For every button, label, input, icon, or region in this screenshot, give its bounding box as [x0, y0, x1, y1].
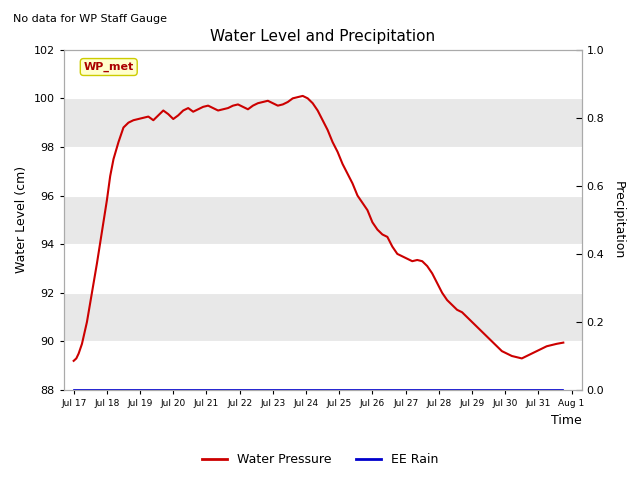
- Bar: [64, 293, 582, 341]
- Bar: [64, 244, 582, 293]
- Bar: [64, 341, 582, 390]
- Bar: [64, 147, 582, 195]
- X-axis label: Time: Time: [551, 414, 582, 427]
- Legend: Water Pressure, EE Rain: Water Pressure, EE Rain: [196, 448, 444, 471]
- Text: No data for WP Staff Gauge: No data for WP Staff Gauge: [13, 14, 167, 24]
- Text: WP_met: WP_met: [84, 62, 134, 72]
- Bar: [64, 50, 582, 98]
- Y-axis label: Precipitation: Precipitation: [612, 181, 625, 259]
- Bar: [64, 195, 582, 244]
- Bar: [64, 98, 582, 147]
- Y-axis label: Water Level (cm): Water Level (cm): [15, 166, 28, 274]
- Title: Water Level and Precipitation: Water Level and Precipitation: [210, 29, 435, 44]
